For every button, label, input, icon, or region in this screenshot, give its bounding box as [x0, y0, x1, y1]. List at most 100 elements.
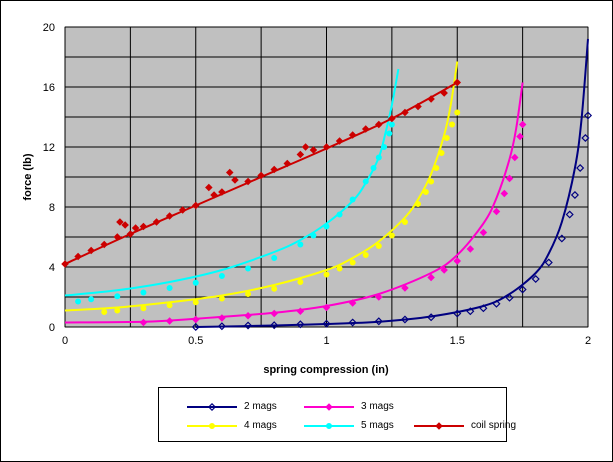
data-point-3-mags	[165, 317, 174, 325]
data-point-5-mags	[140, 289, 147, 296]
data-point-coil-spring	[178, 206, 187, 214]
data-point-coil-spring	[113, 233, 122, 241]
data-point-2-mags	[565, 210, 574, 219]
data-point-4-mags	[428, 178, 435, 185]
data-point-coil-spring	[191, 201, 200, 210]
data-point-4-mags	[443, 134, 450, 141]
data-point-2-mags	[296, 320, 305, 329]
data-point-3-mags	[218, 314, 226, 322]
data-point-4-mags	[245, 290, 252, 297]
series-2-mags	[191, 111, 593, 332]
y-tick-label: 4	[49, 262, 55, 274]
data-point-coil-spring	[348, 131, 357, 139]
data-point-4-mags	[449, 121, 456, 128]
data-point-coil-spring	[322, 143, 331, 151]
data-point-3-mags	[518, 120, 527, 129]
data-point-3-mags	[322, 303, 331, 312]
data-point-coil-spring	[126, 230, 135, 238]
data-point-coil-spring	[301, 143, 310, 151]
y-tick-label: 20	[43, 22, 55, 34]
x-tick-label: 0.5	[188, 335, 203, 347]
y-tick-label: 16	[43, 82, 55, 94]
data-point-coil-spring	[296, 150, 305, 159]
data-point-3-mags	[466, 245, 475, 253]
data-point-coil-spring	[210, 191, 218, 199]
data-point-3-mags	[139, 318, 148, 327]
y-tick-label: 0	[49, 322, 55, 334]
data-point-3-mags	[505, 174, 514, 183]
legend-swatch	[304, 423, 354, 429]
data-point-coil-spring	[401, 108, 409, 117]
legend-swatch	[304, 403, 354, 411]
data-point-5-mags	[297, 241, 304, 248]
data-point-4-mags	[323, 271, 330, 278]
data-point-4-mags	[422, 188, 429, 195]
data-point-coil-spring	[165, 212, 174, 220]
x-tick-labels: 0 0.5 1 1.5 2	[62, 335, 591, 347]
legend-label: 2 mags	[244, 401, 277, 412]
data-point-3-mags	[375, 293, 383, 301]
data-point-coil-spring	[309, 146, 318, 154]
data-point-coil-spring	[139, 222, 148, 231]
data-point-coil-spring	[131, 224, 140, 232]
data-point-4-mags	[349, 259, 356, 266]
data-point-3-mags	[479, 228, 488, 237]
data-point-2-mags	[557, 234, 566, 243]
data-point-3-mags	[427, 273, 435, 282]
data-point-5-mags	[386, 130, 393, 137]
y-tick-label: 8	[49, 202, 55, 214]
data-point-coil-spring	[427, 95, 435, 103]
data-point-coil-spring	[121, 221, 129, 229]
data-point-4-mags	[401, 218, 408, 225]
x-tick-label: 2	[585, 335, 591, 347]
data-point-5-mags	[336, 211, 343, 218]
data-point-3-mags	[191, 315, 200, 324]
data-point-5-mags	[381, 143, 388, 150]
data-point-coil-spring	[414, 102, 422, 111]
series-3-mags	[139, 120, 527, 327]
x-axis-title: spring compression (in)	[263, 364, 389, 376]
data-point-coil-spring	[453, 78, 462, 87]
data-point-4-mags	[438, 149, 445, 156]
data-point-4-mags	[114, 307, 121, 314]
data-point-2-mags	[217, 322, 226, 331]
data-point-5-mags	[245, 265, 252, 272]
data-point-3-mags	[516, 132, 524, 141]
fit-curve-5-mags	[64, 68, 400, 297]
data-point-5-mags	[310, 232, 317, 239]
data-point-2-mags	[505, 293, 514, 302]
data-point-2-mags	[544, 258, 553, 267]
legend-swatch	[187, 423, 237, 429]
data-point-3-mags	[440, 266, 448, 274]
data-point-4-mags	[336, 265, 343, 272]
data-point-2-mags	[374, 317, 383, 326]
data-point-5-mags	[362, 178, 369, 185]
legend-label: 5 mags	[361, 420, 394, 431]
data-point-3-mags	[500, 189, 509, 198]
data-point-3-mags	[401, 284, 409, 292]
data-point-2-mags	[400, 315, 409, 324]
data-point-2-mags	[453, 309, 462, 318]
data-point-2-mags	[583, 111, 593, 120]
data-point-coil-spring	[225, 168, 234, 177]
series-4-mags	[101, 109, 461, 315]
data-point-coil-spring	[388, 114, 396, 123]
data-point-5-mags	[375, 154, 382, 161]
data-point-4-mags	[271, 285, 278, 292]
data-point-coil-spring	[61, 260, 69, 268]
data-point-coil-spring	[257, 171, 265, 180]
data-point-3-mags	[511, 153, 519, 162]
data-point-coil-spring	[335, 137, 344, 145]
data-point-4-mags	[415, 200, 422, 207]
fit-curve-4-mags	[64, 61, 459, 312]
data-point-2-mags	[191, 322, 200, 332]
data-point-4-mags	[297, 278, 304, 285]
data-markers	[61, 78, 593, 332]
legend-label: coil spring	[471, 420, 517, 431]
y-tick-labels: 0 4 8 12 16 20	[43, 22, 55, 334]
data-point-coil-spring	[375, 120, 383, 129]
data-point-4-mags	[362, 251, 369, 258]
data-point-4-mags	[454, 109, 461, 116]
